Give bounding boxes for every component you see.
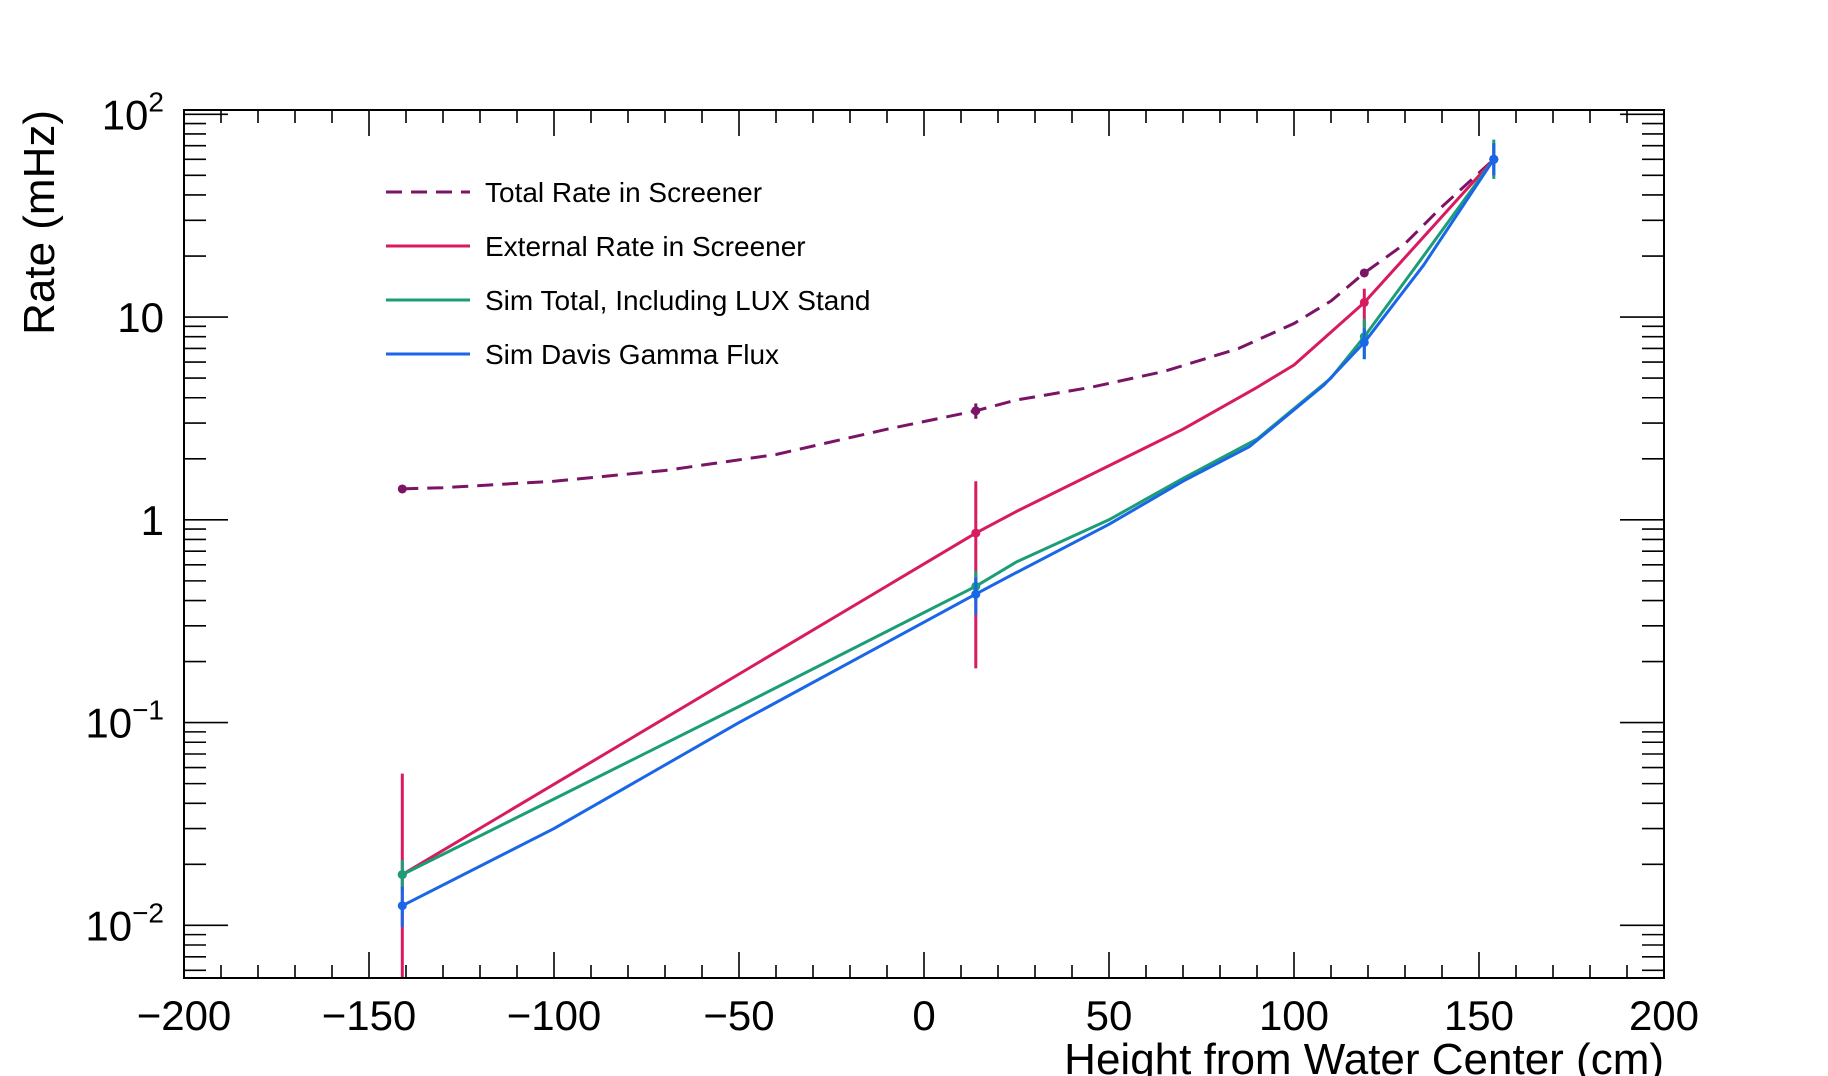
series-3 bbox=[397, 143, 1499, 928]
y-tick-label: 10 bbox=[117, 294, 164, 341]
x-tick-label: 200 bbox=[1629, 992, 1699, 1039]
series-line bbox=[402, 158, 1495, 491]
y-tick-labels: 10−2 10−1 1 10 102 bbox=[85, 86, 164, 949]
legend-label: Sim Total, Including LUX Stand bbox=[485, 285, 870, 316]
x-tick-label: 50 bbox=[1086, 992, 1133, 1039]
y-tick-label: 102 bbox=[102, 86, 164, 138]
series-line bbox=[401, 158, 1496, 908]
data-point bbox=[1359, 337, 1369, 347]
x-tick-label: −50 bbox=[703, 992, 774, 1039]
x-tick-label: −150 bbox=[322, 992, 417, 1039]
data-point bbox=[971, 406, 981, 416]
x-tick-label: 0 bbox=[912, 992, 935, 1039]
y-tick-label: 10−2 bbox=[85, 897, 164, 949]
series-line bbox=[401, 158, 1495, 876]
y-tick-label: 10−1 bbox=[85, 695, 164, 747]
data-point bbox=[397, 484, 407, 494]
data-point bbox=[397, 870, 407, 880]
data-point bbox=[971, 528, 981, 538]
data-point bbox=[971, 589, 981, 599]
axis-ticks bbox=[183, 110, 1665, 978]
x-axis-label: Height from Water Center (cm) bbox=[1064, 1035, 1664, 1076]
legend: Total Rate in Screener External Rate in S… bbox=[386, 177, 870, 370]
data-point bbox=[1359, 268, 1369, 278]
x-tick-label: −100 bbox=[507, 992, 602, 1039]
legend-label: Total Rate in Screener bbox=[485, 177, 762, 208]
data-point bbox=[397, 901, 407, 911]
data-point bbox=[1489, 154, 1499, 164]
data-point bbox=[1359, 297, 1369, 307]
x-tick-label: −200 bbox=[137, 992, 232, 1039]
legend-label: External Rate in Screener bbox=[485, 231, 806, 262]
series-1 bbox=[397, 143, 1499, 978]
plot-frame bbox=[183, 109, 1665, 979]
x-tick-label: 150 bbox=[1444, 992, 1514, 1039]
legend-label: Sim Davis Gamma Flux bbox=[485, 339, 779, 370]
y-tick-label: 1 bbox=[141, 497, 164, 544]
y-axis-label: Rate (mHz) bbox=[15, 110, 64, 335]
series-line bbox=[401, 158, 1496, 876]
series-layer bbox=[397, 139, 1499, 978]
x-tick-labels: −200 −150 −100 −50 0 50 100 150 200 bbox=[137, 992, 1699, 1039]
x-tick-label: 100 bbox=[1259, 992, 1329, 1039]
